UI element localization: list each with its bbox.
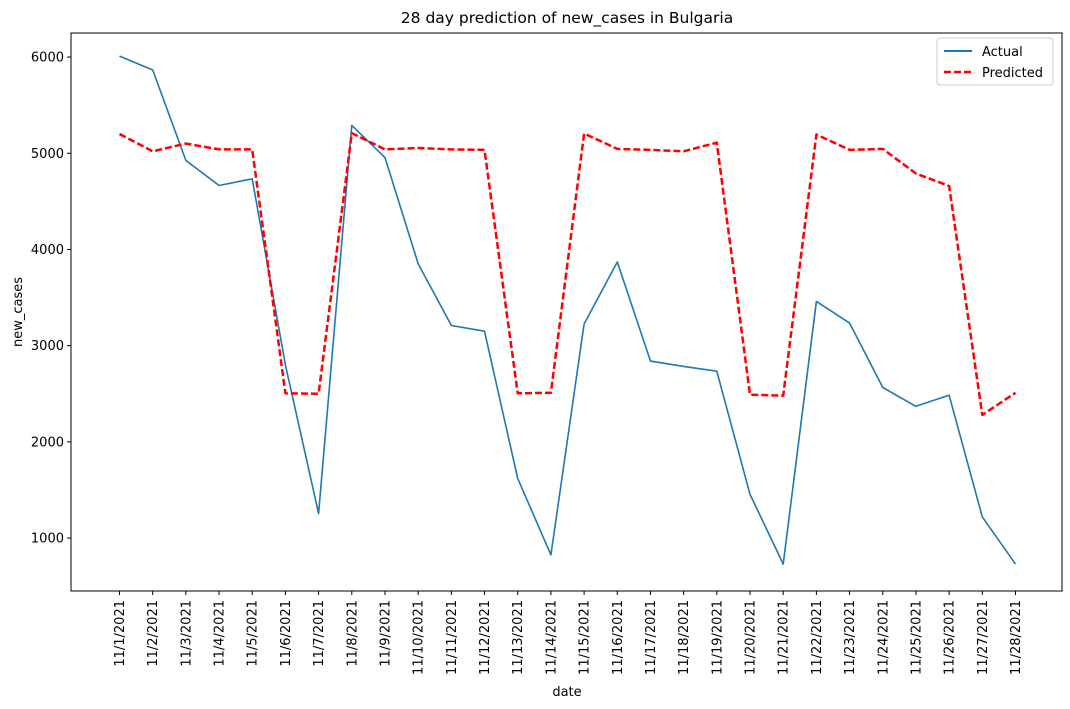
x-tick-label: 11/21/2021 — [777, 600, 792, 675]
series-line-predicted — [118, 131, 1017, 417]
x-tick-label: 11/16/2021 — [611, 600, 626, 675]
legend-label-predicted: Predicted — [982, 66, 1043, 81]
x-tick-label: 11/22/2021 — [810, 600, 825, 675]
x-tick-label: 11/12/2021 — [478, 600, 493, 675]
x-tick-label: 11/20/2021 — [744, 600, 759, 675]
legend-label-actual: Actual — [982, 45, 1023, 60]
y-axis: 1000 2000 3000 4000 5000 6000 — [31, 51, 71, 547]
x-tick-label: 11/9/2021 — [378, 600, 393, 667]
y-tick-label: 2000 — [31, 435, 64, 450]
x-tick-label: 11/17/2021 — [644, 600, 659, 675]
y-tick-label: 5000 — [31, 147, 64, 162]
y-axis-label: new_cases — [11, 277, 26, 347]
y-tick-label: 6000 — [31, 51, 64, 66]
x-tick-label: 11/28/2021 — [1009, 600, 1024, 675]
chart-title: 28 day prediction of new_cases in Bulgar… — [401, 9, 733, 28]
x-tick-label: 11/6/2021 — [279, 600, 294, 667]
x-tick-label: 11/19/2021 — [710, 600, 725, 675]
y-tick-label: 3000 — [31, 339, 64, 354]
series-layer — [118, 55, 1017, 565]
x-tick-label: 11/11/2021 — [445, 600, 460, 675]
x-tick-label: 11/5/2021 — [246, 600, 261, 667]
x-tick-label: 11/13/2021 — [511, 600, 526, 675]
x-tick-label: 11/26/2021 — [943, 600, 958, 675]
y-tick-label: 1000 — [31, 532, 64, 547]
series-line-actual — [119, 55, 1017, 565]
plot-frame — [70, 32, 1063, 592]
x-tick-label: 11/4/2021 — [213, 600, 228, 667]
x-tick-label: 11/18/2021 — [677, 600, 692, 675]
x-tick-label: 11/3/2021 — [179, 600, 194, 667]
x-tick-label: 11/23/2021 — [843, 600, 858, 675]
x-tick-label: 11/1/2021 — [113, 600, 128, 667]
plot-area — [70, 32, 1063, 592]
x-tick-label: 11/7/2021 — [312, 600, 327, 667]
x-tick-label: 11/24/2021 — [876, 600, 891, 675]
x-tick-label: 11/10/2021 — [412, 600, 427, 675]
y-tick-label: 4000 — [31, 243, 64, 258]
legend: Actual Predicted — [936, 37, 1054, 86]
x-tick-label: 11/8/2021 — [345, 600, 360, 667]
x-axis-label: date — [552, 685, 581, 700]
x-tick-label: 11/14/2021 — [544, 600, 559, 675]
x-tick-label: 11/2/2021 — [146, 600, 161, 667]
x-tick-label: 11/15/2021 — [578, 600, 593, 675]
x-axis: 11/1/2021 11/2/2021 11/3/2021 11/4/2021 11/5… — [113, 591, 1024, 675]
x-tick-label: 11/27/2021 — [976, 600, 991, 675]
x-tick-label: 11/25/2021 — [909, 600, 924, 675]
